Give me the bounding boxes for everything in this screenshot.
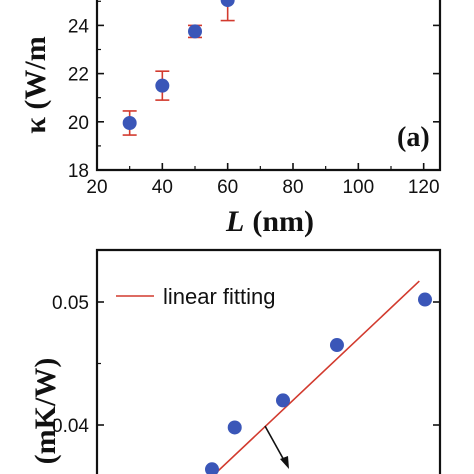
data-point [122, 116, 137, 131]
panel-a-y-axis-title: κ (W/m [19, 36, 52, 133]
x-tick-label: 40 [152, 177, 173, 198]
y-tick-label: 0.05 [52, 293, 89, 314]
panel-b-points [205, 292, 432, 474]
data-point [188, 24, 202, 39]
data-point [329, 338, 344, 353]
y-tick-label: 0.04 [52, 416, 89, 437]
panel-a-error-bars [122, 0, 235, 136]
y-tick-label: 24 [68, 16, 90, 37]
panel-a-x-axis-title: L (nm) [225, 205, 314, 238]
x-axis-symbol: L [225, 205, 244, 238]
panel-a-points [122, 0, 235, 131]
panel-a-y-ticks: 18 20 22 24 [68, 0, 440, 182]
x-axis-unit: (nm) [252, 205, 314, 238]
x-tick-label: 80 [282, 177, 303, 198]
panel-b-axes-frame [95, 248, 442, 474]
data-point [205, 462, 219, 474]
y-tick-label: 22 [68, 65, 89, 86]
panel-b-y-ticks: 0.04 0.05 [52, 293, 440, 437]
data-point [276, 393, 290, 408]
panel-a-axes-frame [95, 0, 442, 172]
panel-a-x-ticks: 20 40 60 80 100 120 [86, 163, 440, 198]
data-point [418, 292, 432, 307]
x-tick-label: 20 [86, 177, 107, 198]
panel-label: (a) [397, 122, 430, 153]
y-tick-label: 20 [68, 113, 89, 134]
data-point [227, 420, 242, 435]
data-point [155, 78, 170, 93]
x-tick-label: 100 [342, 177, 374, 198]
legend: linear fitting [116, 284, 276, 309]
panel-b-y-axis-title: (mK/W) [29, 358, 62, 465]
linear-fit-line [213, 280, 420, 474]
data-point [220, 0, 235, 8]
y-tick-label: 18 [68, 161, 89, 182]
panel-b: 0.04 0.05 linear fitting (mK/W) [29, 248, 442, 474]
x-tick-label: 120 [408, 177, 440, 198]
x-tick-label: 60 [217, 177, 238, 198]
annotation-arrow [264, 425, 289, 469]
legend-label: linear fitting [163, 284, 276, 309]
